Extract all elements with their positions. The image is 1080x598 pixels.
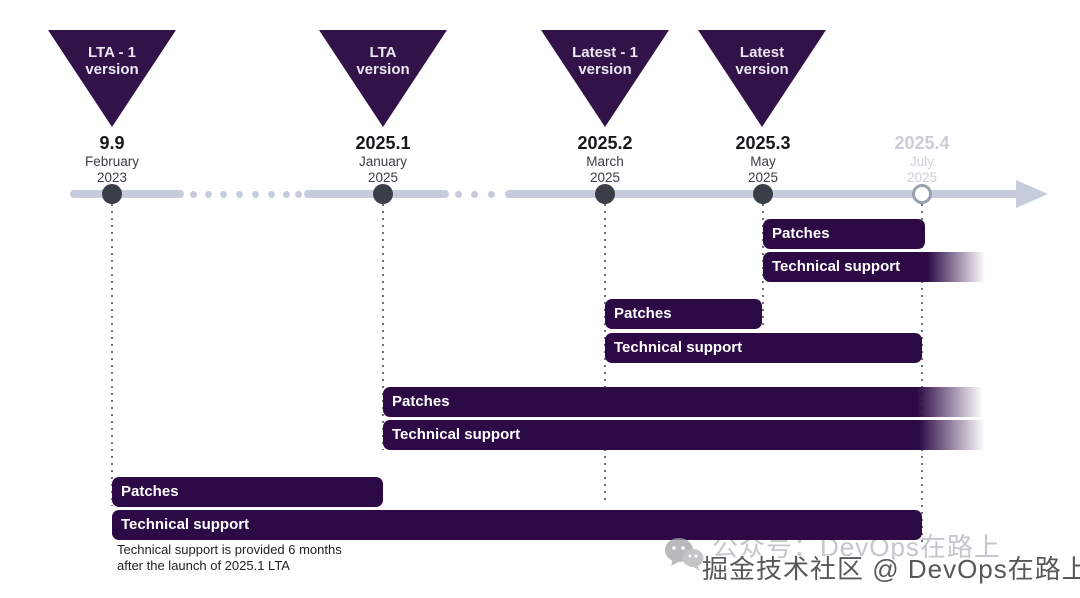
guide-line-2025-4 <box>921 204 923 544</box>
triangle-label-line1: Latest - 1 <box>572 44 638 61</box>
footnote-line1: Technical support is provided 6 months <box>117 542 342 557</box>
triangle-label: LTA version <box>319 44 447 78</box>
bar-2025-2-patches: Patches <box>605 299 762 329</box>
version-month: May <box>750 154 776 169</box>
bar-2025-3-patches: Patches <box>763 219 925 249</box>
version-year: 2025 <box>367 170 399 185</box>
marker-dot-2025-2 <box>595 184 615 204</box>
marker-dot-2025-4-future <box>912 184 932 204</box>
version-year: 2025 <box>589 170 621 185</box>
version-number: 2025.1 <box>355 133 411 153</box>
bar-2025-1-technical-support: Technical support <box>383 420 985 450</box>
timeline-dot <box>295 191 302 198</box>
triangle-label-line2: version <box>356 61 410 78</box>
bar-2025-2-technical-support: Technical support <box>605 333 922 363</box>
version-month: February <box>84 154 140 169</box>
marker-dot-2025-1 <box>373 184 393 204</box>
timeline-dot <box>455 191 462 198</box>
version-month: July <box>909 154 934 169</box>
triangle-label: Latest version <box>698 44 826 78</box>
timeline-arrow-icon <box>1016 180 1048 208</box>
triangle-label-line1: Latest <box>739 44 785 61</box>
timeline-dot <box>283 191 290 198</box>
guide-line-2025-1 <box>382 204 384 450</box>
wechat-icon <box>665 538 704 571</box>
triangle-lta-minus-1: LTA - 1 version <box>48 30 176 127</box>
bar-2025-3-technical-support: Technical support <box>763 252 985 282</box>
version-number: 2025.2 <box>577 133 633 153</box>
triangle-label-line2: version <box>735 61 789 78</box>
timeline-dot <box>268 191 275 198</box>
triangle-latest-minus-1: Latest - 1 version <box>541 30 669 127</box>
bar-9-9-patches: Patches <box>112 477 383 507</box>
timeline-dot <box>205 191 212 198</box>
triangle-label-line1: LTA - 1 <box>87 44 137 61</box>
version-number: 9.9 <box>99 133 125 153</box>
triangle-label: LTA - 1 version <box>48 44 176 78</box>
version-month: January <box>358 154 408 169</box>
marker-dot-9-9 <box>102 184 122 204</box>
triangle-label: Latest - 1 version <box>541 44 669 78</box>
version-year: 2023 <box>96 170 128 185</box>
timeline-dot <box>488 191 495 198</box>
version-number: 2025.4 <box>894 133 950 153</box>
triangle-label-line1: LTA <box>369 44 397 61</box>
triangle-label-line2: version <box>85 61 139 78</box>
guide-line-9-9 <box>111 204 113 506</box>
triangle-label-line2: version <box>578 61 632 78</box>
timeline-dot <box>252 191 259 198</box>
timeline-dot <box>190 191 197 198</box>
bar-2025-1-patches: Patches <box>383 387 983 417</box>
watermark-main-text: 掘金技术社区 @ DevOps在路上 <box>702 554 1080 584</box>
version-month: March <box>586 154 624 169</box>
timeline-dot <box>471 191 478 198</box>
version-year: 2025 <box>906 170 938 185</box>
timeline-dot <box>236 191 243 198</box>
version-number: 2025.3 <box>735 133 791 153</box>
timeline-dot <box>220 191 227 198</box>
footnote-line2: after the launch of 2025.1 LTA <box>117 558 290 573</box>
bar-9-9-technical-support: Technical support <box>112 510 922 540</box>
triangle-latest: Latest version <box>698 30 826 127</box>
footnote: Technical support is provided 6 months a… <box>117 542 342 574</box>
triangle-lta: LTA version <box>319 30 447 127</box>
version-year: 2025 <box>747 170 779 185</box>
timeline-segment <box>70 190 184 198</box>
marker-dot-2025-3 <box>753 184 773 204</box>
